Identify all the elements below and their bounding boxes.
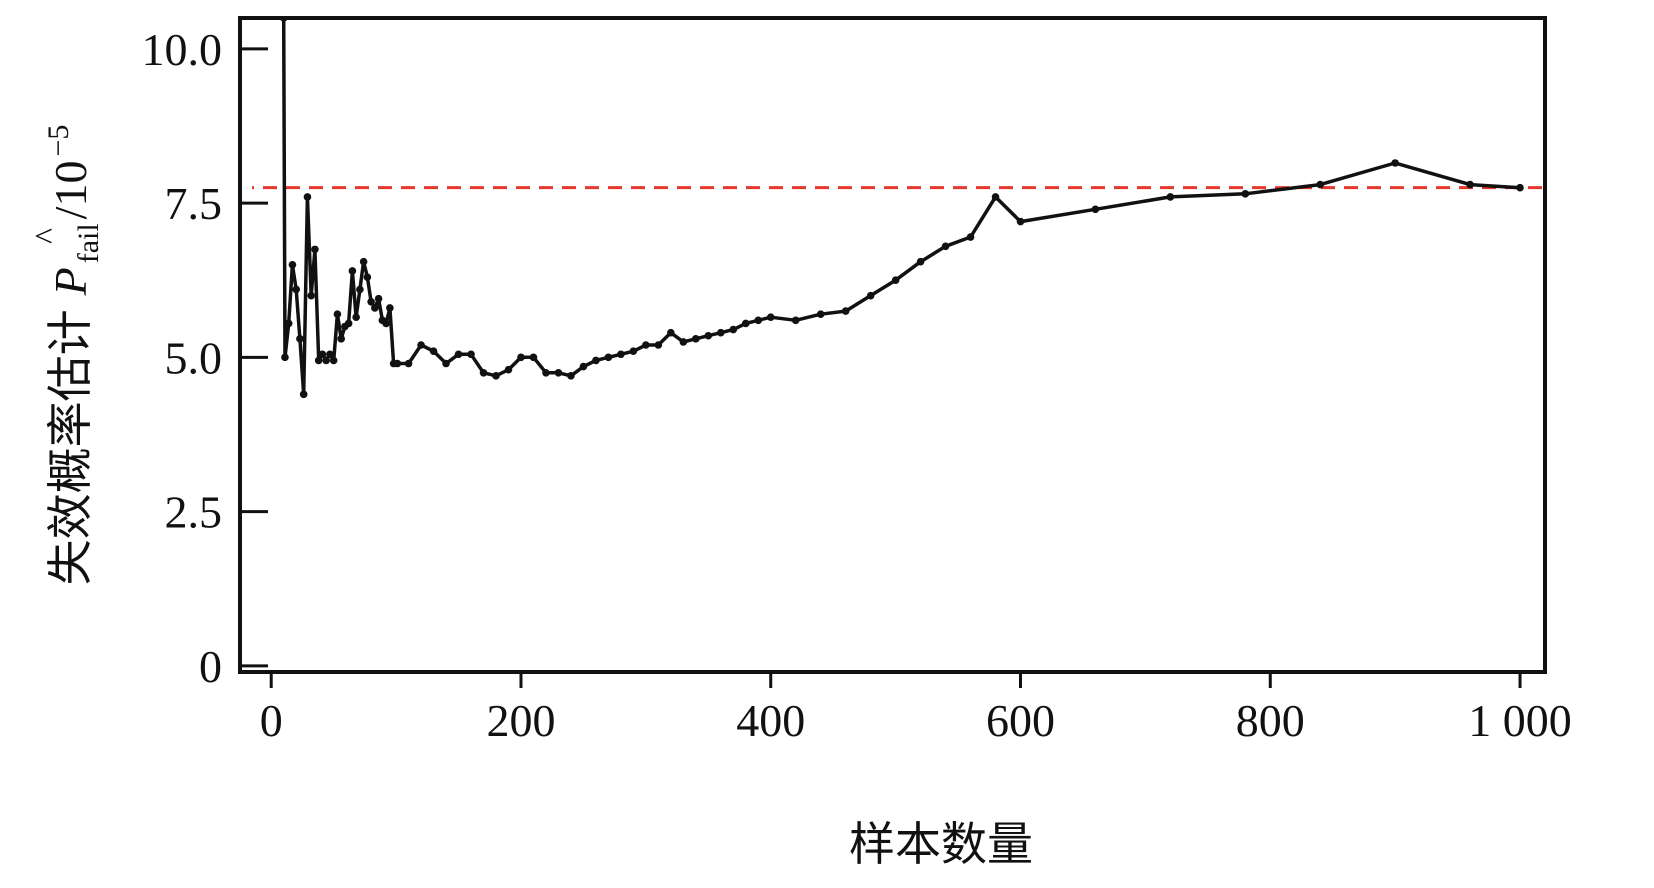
- svg-text:失效概率估计 P fail: 失效概率估计 P fail /10 −5: [42, 125, 105, 586]
- data-point: [359, 257, 368, 266]
- data-point: [529, 353, 538, 362]
- plot-frame: [238, 16, 1547, 674]
- x-tick-label: 800: [1236, 695, 1305, 746]
- data-point: [382, 319, 390, 328]
- data-point: [729, 325, 738, 334]
- data-point: [692, 335, 700, 343]
- data-point: [344, 319, 353, 328]
- data-point: [1466, 180, 1474, 189]
- y-axis-title-prefix: 失效概率估计: [43, 309, 97, 585]
- data-point: [604, 353, 613, 362]
- data-point: [679, 338, 688, 346]
- data-point: [766, 313, 775, 322]
- data-point: [429, 347, 438, 355]
- data-point: [326, 350, 334, 359]
- data-point: [841, 307, 850, 315]
- data-point: [307, 291, 315, 300]
- data-point: [333, 310, 342, 318]
- data-point: [741, 319, 750, 328]
- x-axis-title: 样本数量: [849, 817, 1033, 871]
- series-line: [281, 20, 1521, 397]
- data-point: [329, 356, 338, 365]
- data-point: [542, 368, 550, 377]
- data-point: [891, 276, 900, 285]
- data-point: [393, 359, 402, 368]
- data-point: [303, 193, 312, 201]
- data-point: [479, 368, 488, 377]
- data-point: [296, 335, 304, 343]
- data-point: [467, 350, 475, 359]
- data-point: [916, 257, 925, 266]
- y-axis-title-subscript: fail: [72, 223, 105, 263]
- y-axis-title-unit: /10: [45, 161, 96, 220]
- data-point: [654, 341, 663, 349]
- data-point: [629, 347, 638, 355]
- y-tick-label: 5.0: [165, 332, 223, 383]
- data-point: [642, 341, 650, 349]
- data-point: [311, 245, 319, 254]
- y-tick-label: 10.0: [142, 24, 223, 75]
- data-point: [704, 331, 713, 340]
- data-point: [667, 328, 675, 337]
- data-point: [567, 372, 575, 380]
- data-point: [504, 365, 513, 374]
- data-point: [592, 356, 600, 365]
- data-point: [284, 319, 293, 328]
- data-point: [337, 335, 345, 343]
- data-point: [966, 233, 975, 241]
- data-point: [348, 267, 357, 275]
- data-point: [318, 350, 327, 359]
- data-point: [417, 341, 425, 349]
- data-point: [288, 260, 297, 269]
- x-tick-label: 0: [260, 695, 283, 746]
- x-tick-label: 200: [486, 695, 555, 746]
- data-point: [1091, 205, 1100, 214]
- data-point: [454, 350, 463, 359]
- y-tick-label: 0: [199, 641, 222, 692]
- data-point: [991, 193, 1000, 201]
- data-point: [322, 356, 330, 365]
- x-tick-label: 600: [986, 695, 1055, 746]
- data-point: [517, 353, 525, 362]
- data-point: [352, 313, 360, 322]
- data-point: [754, 316, 763, 325]
- data-point: [941, 242, 950, 251]
- data-point: [579, 362, 588, 371]
- data-point: [314, 356, 323, 365]
- data-point: [386, 304, 394, 312]
- data-point: [1016, 217, 1025, 226]
- y-axis-title-symbol: P: [45, 267, 96, 296]
- data-point: [1166, 193, 1175, 201]
- data-point: [363, 273, 372, 281]
- data-point: [356, 285, 364, 294]
- data-point: [866, 291, 875, 300]
- data-point: [280, 20, 287, 22]
- data-point: [371, 304, 379, 312]
- y-axis-title-hat: ^: [29, 228, 66, 244]
- data-point: [554, 368, 563, 377]
- data-point: [716, 328, 725, 337]
- data-point: [816, 310, 825, 318]
- data-point: [442, 359, 450, 368]
- y-tick-label: 7.5: [165, 178, 223, 229]
- data-point: [1391, 159, 1399, 167]
- y-axis-title: 失效概率估计 P fail /10 −5: [42, 125, 105, 586]
- y-axis-title-exponent: −5: [42, 125, 75, 157]
- x-tick-label: 1 000: [1468, 695, 1572, 746]
- data-point: [299, 390, 308, 399]
- data-point: [404, 359, 413, 368]
- x-tick-label: 400: [736, 695, 805, 746]
- data-point: [367, 298, 375, 306]
- data-point: [1241, 190, 1250, 198]
- y-tick-label: 2.5: [165, 487, 223, 538]
- data-point: [1516, 183, 1524, 192]
- data-point: [492, 372, 500, 380]
- data-point: [292, 285, 300, 294]
- data-point: [791, 316, 800, 325]
- data-point: [617, 350, 625, 359]
- data-point: [374, 294, 383, 303]
- data-point: [281, 353, 289, 362]
- data-point: [1316, 180, 1325, 189]
